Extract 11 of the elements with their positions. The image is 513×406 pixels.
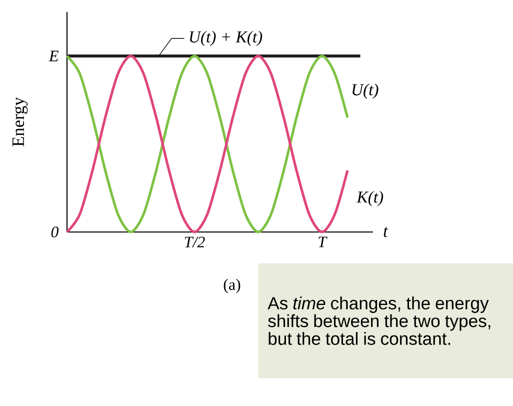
- text: 0: [51, 226, 59, 238]
- text: (a): [224, 278, 240, 294]
- series-label: U(t): [352, 84, 378, 99]
- text: E: [48, 50, 58, 62]
- x-axis-title: t: [384, 227, 388, 237]
- text: As time changes, the energy shifts between the two types, but the total is constant.: [268, 296, 490, 345]
- series-label: K(t): [356, 190, 384, 206]
- x-tick-label: T/2: [184, 236, 205, 248]
- y-axis-title: Energy: [12, 97, 28, 146]
- x-tick-label: T: [318, 236, 328, 248]
- series-label: U(t) + K(t): [190, 30, 262, 46]
